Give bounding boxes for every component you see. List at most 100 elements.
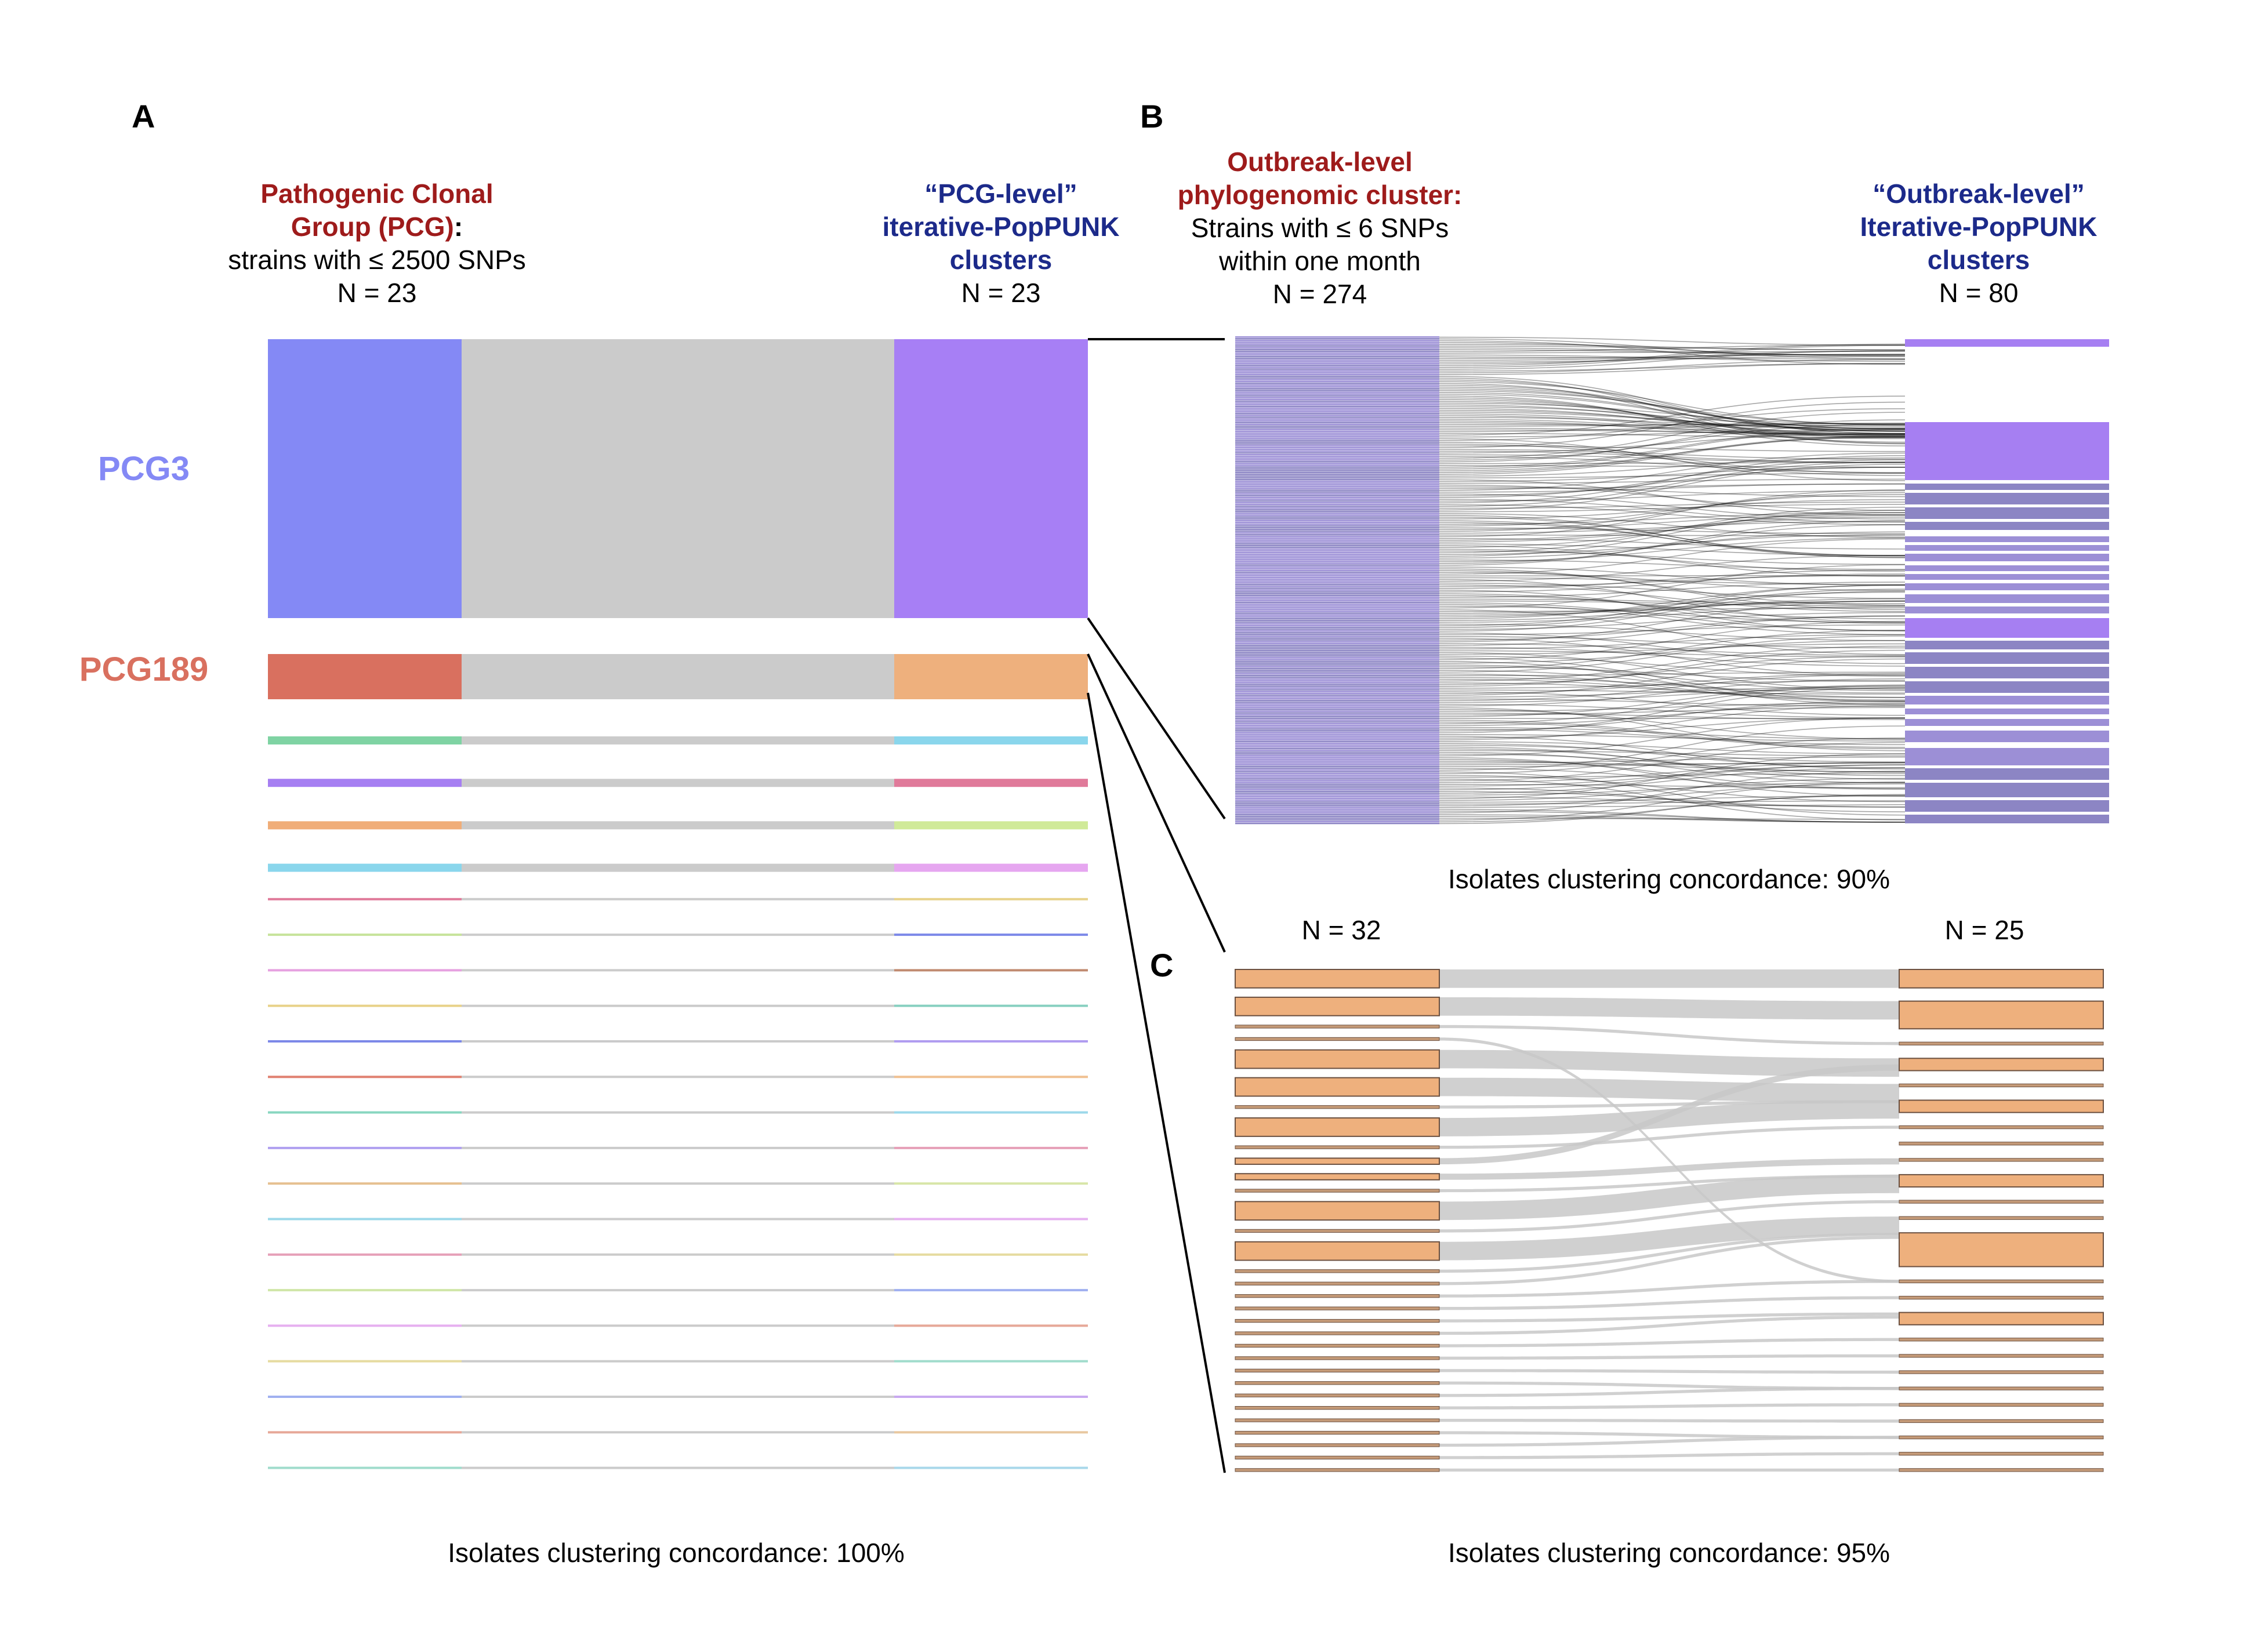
panel-b-flow bbox=[1439, 600, 1906, 642]
panel-b-flow bbox=[1439, 658, 1906, 696]
panel-b-right-node bbox=[1905, 583, 2109, 590]
panel-b-left-node bbox=[1235, 805, 1439, 807]
panel-b-left-node bbox=[1235, 348, 1439, 350]
panel-b-left-node bbox=[1235, 530, 1439, 532]
panel-b-flow bbox=[1439, 771, 1906, 813]
panel-b-flow bbox=[1439, 811, 1906, 823]
panel-b-left-node bbox=[1235, 354, 1439, 356]
panel-c-flow bbox=[1439, 1100, 1899, 1136]
panel-b-flow bbox=[1439, 516, 1906, 543]
panel-c-flow bbox=[1439, 1125, 1899, 1149]
panel-c-left-node bbox=[1235, 1319, 1440, 1323]
panel-b-flow bbox=[1439, 543, 1906, 556]
panel-c-flow bbox=[1439, 1296, 1899, 1310]
panel-b-left-node bbox=[1235, 473, 1439, 475]
panel-a-flow bbox=[462, 1360, 894, 1363]
panel-b-left-node bbox=[1235, 491, 1439, 493]
panel-b-left-node bbox=[1235, 691, 1439, 692]
panel-b-flow bbox=[1439, 401, 1906, 437]
panel-a-left-header-line1: Pathogenic Clonal bbox=[260, 179, 493, 209]
panel-b-right-node bbox=[1905, 554, 2109, 561]
panel-c-left-node bbox=[1235, 1077, 1440, 1097]
panel-a-right-node bbox=[894, 1289, 1088, 1292]
panel-b-flow bbox=[1439, 796, 1906, 803]
panel-c-left-node bbox=[1235, 1343, 1440, 1348]
panel-b-left-node bbox=[1235, 366, 1439, 368]
panel-b-flow bbox=[1439, 736, 1906, 770]
panel-b-left-node bbox=[1235, 782, 1439, 783]
panel-c-flow bbox=[1439, 1312, 1899, 1323]
panel-b-flow bbox=[1439, 682, 1906, 699]
panel-b-left-node bbox=[1235, 562, 1439, 564]
panel-a-right-node bbox=[894, 1431, 1088, 1434]
panel-b-left-node bbox=[1235, 635, 1439, 637]
panel-b-flow bbox=[1439, 814, 1906, 823]
panel-b-flow bbox=[1439, 445, 1906, 452]
panel-b-left-node bbox=[1235, 409, 1439, 411]
panel-b-left-node bbox=[1235, 733, 1439, 735]
panel-c-flow bbox=[1439, 1025, 1899, 1045]
panel-b-left-node bbox=[1235, 600, 1439, 602]
panel-b-left-node bbox=[1235, 749, 1439, 751]
panel-b-left-node bbox=[1235, 772, 1439, 775]
panel-b-flow bbox=[1439, 600, 1906, 606]
panel-b-left-node bbox=[1235, 649, 1439, 652]
panel-c-flow bbox=[1439, 969, 1899, 988]
panel-b-flow bbox=[1439, 438, 1906, 481]
panel-b-left-node bbox=[1235, 513, 1439, 514]
panel-b-left-node bbox=[1235, 641, 1439, 642]
panel-c-flow bbox=[1439, 1049, 1899, 1077]
panel-b-left-node bbox=[1235, 407, 1439, 409]
panel-b-left-node bbox=[1235, 395, 1439, 397]
panel-b-right-node bbox=[1905, 731, 2109, 742]
panel-b-flow bbox=[1439, 395, 1906, 446]
panel-b-left-node bbox=[1235, 422, 1439, 423]
panel-b-flow bbox=[1439, 575, 1906, 587]
panel-c-right-node bbox=[1899, 1000, 2104, 1030]
panel-b-flow bbox=[1439, 514, 1906, 531]
panel-b-left-node bbox=[1235, 596, 1439, 598]
panel-b-flow bbox=[1439, 433, 1906, 454]
panel-b-left-header-line1: Outbreak-level bbox=[1227, 147, 1413, 177]
panel-b-flow bbox=[1439, 336, 1906, 346]
panel-b-left-node bbox=[1235, 757, 1439, 758]
panel-b-flow bbox=[1439, 457, 1906, 477]
panel-b-flow bbox=[1439, 344, 1906, 368]
panel-a-right-header-line3: clusters bbox=[950, 245, 1052, 275]
panel-b-flow bbox=[1439, 782, 1906, 821]
panel-b-right-node bbox=[1905, 536, 2109, 542]
panel-b-flow bbox=[1439, 427, 1906, 468]
panel-b-left-node bbox=[1235, 587, 1439, 589]
panel-c-left-node bbox=[1235, 1173, 1440, 1181]
panel-a-right-node bbox=[894, 1360, 1088, 1363]
panel-b-flow bbox=[1439, 568, 1906, 611]
panel-b-flow bbox=[1439, 343, 1906, 366]
panel-b-flow bbox=[1439, 582, 1906, 599]
panel-b-flow bbox=[1439, 577, 1906, 585]
panel-c-left-node bbox=[1235, 1157, 1440, 1165]
panel-a-left-node bbox=[268, 1146, 462, 1149]
panel-b-left-node bbox=[1235, 478, 1439, 481]
panel-b-left-node bbox=[1235, 612, 1439, 614]
panel-b-flow bbox=[1439, 494, 1906, 527]
panel-a-flow bbox=[462, 779, 894, 787]
panel-b-flow bbox=[1439, 415, 1906, 437]
panel-b-flow bbox=[1439, 750, 1906, 757]
panel-b-flow bbox=[1439, 615, 1906, 641]
panel-b-flow bbox=[1439, 703, 1906, 727]
panel-b-left-node bbox=[1235, 443, 1439, 445]
panel-b-flow bbox=[1439, 354, 1906, 361]
panel-b-left-node bbox=[1235, 493, 1439, 495]
panel-a-right-header-line1: “PCG-level” bbox=[924, 179, 1077, 209]
panel-b-flow bbox=[1439, 428, 1906, 470]
panel-b-left-node bbox=[1235, 712, 1439, 714]
panel-b-right-node bbox=[1905, 493, 2109, 504]
panel-b-flow bbox=[1439, 449, 1906, 460]
panel-b-right-node bbox=[1905, 800, 2109, 812]
panel-a-left-node bbox=[268, 821, 462, 830]
panel-b-flow bbox=[1439, 451, 1906, 463]
panel-b-left-node bbox=[1235, 580, 1439, 582]
panel-c-right-node bbox=[1899, 1468, 2104, 1472]
panel-b-left-node bbox=[1235, 593, 1439, 594]
panel-b-left-node bbox=[1235, 815, 1439, 818]
